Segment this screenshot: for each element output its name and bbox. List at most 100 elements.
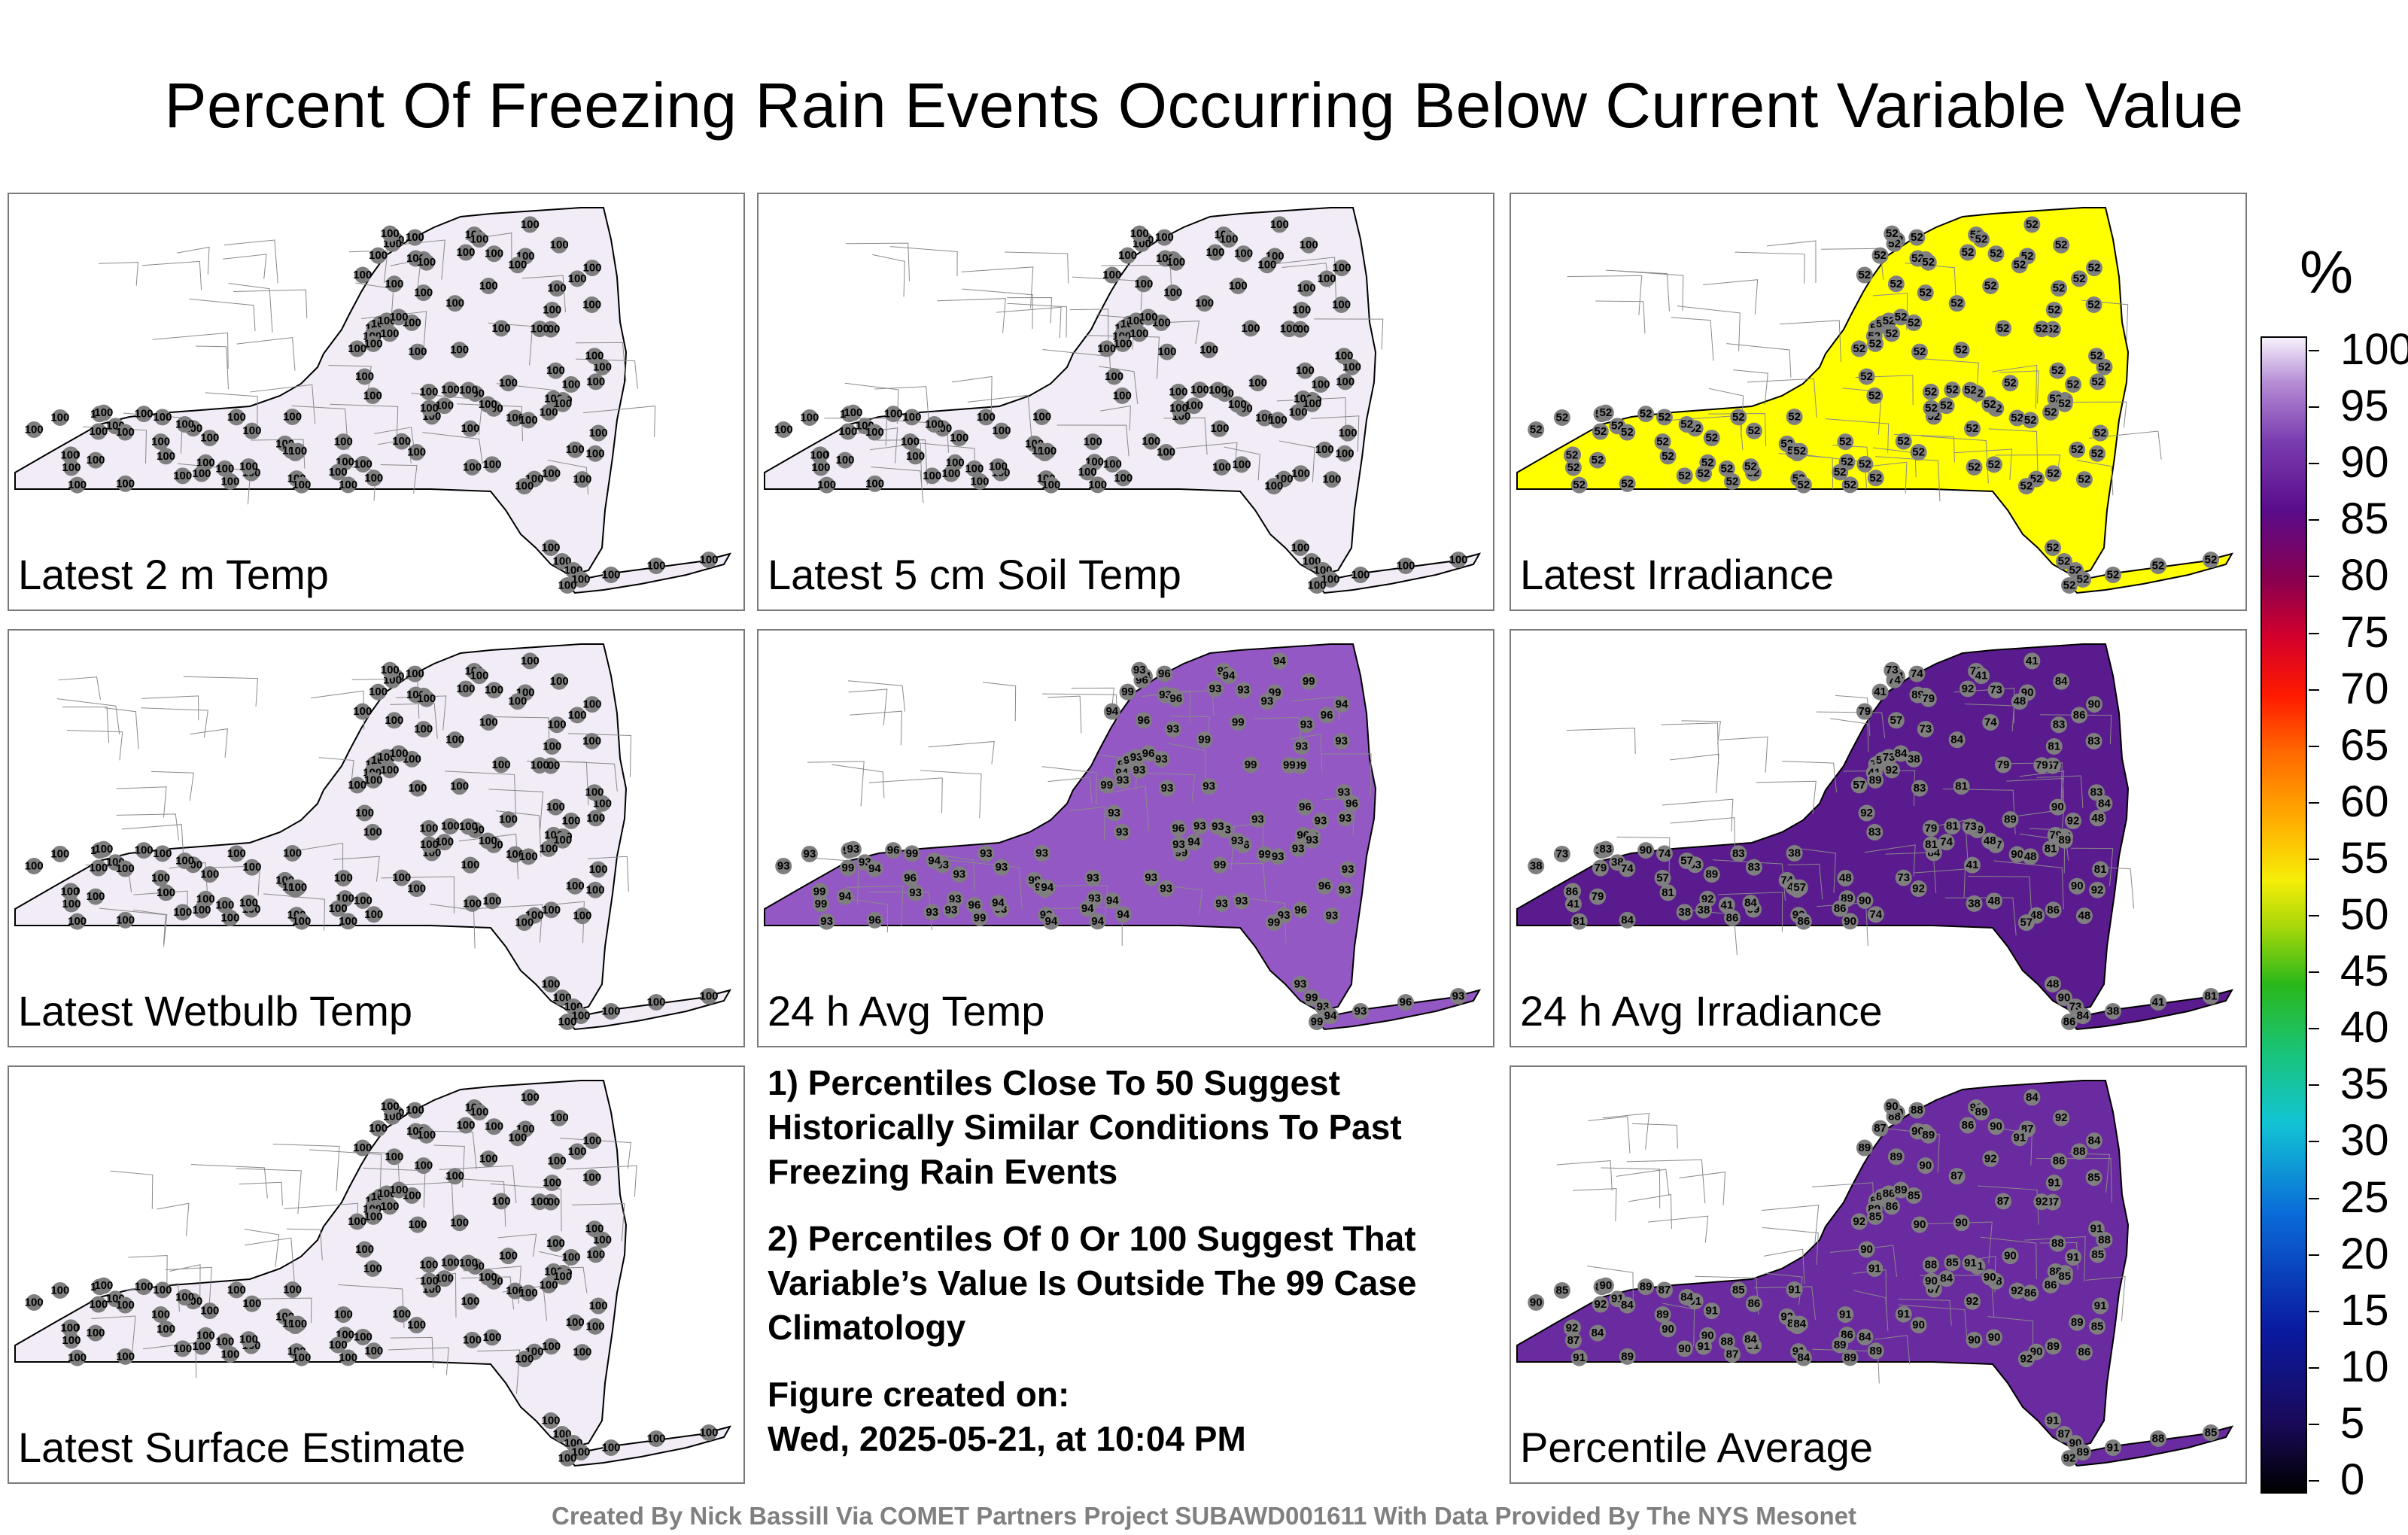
station-value: 92	[1966, 1295, 1979, 1308]
station-value: 52	[1975, 233, 1988, 246]
station-marker: 94	[1220, 667, 1237, 685]
station-value: 81	[2045, 842, 2057, 855]
station-marker: 100	[227, 1281, 246, 1299]
station-value: 52	[1844, 479, 1856, 491]
station-marker: 96	[1318, 707, 1336, 724]
station-marker: 100	[586, 881, 605, 898]
station-value: 100	[499, 1250, 518, 1263]
station-marker: 100	[942, 465, 961, 482]
station-marker: 100	[239, 1331, 258, 1348]
station-marker: 100	[89, 423, 108, 440]
station-marker: 94	[1042, 913, 1060, 930]
station-value: 83	[1732, 847, 1745, 860]
station-marker: 100	[363, 823, 382, 840]
station-value: 100	[193, 904, 211, 916]
station-value: 100	[836, 454, 855, 467]
station-value: 52	[1988, 458, 2001, 471]
station-value: 38	[1968, 897, 1981, 910]
station-value: 92	[1566, 1322, 1579, 1335]
station-marker: 100	[508, 257, 527, 274]
station-marker: 100	[561, 812, 581, 829]
colorbar-tick-label: 95	[2340, 381, 2389, 431]
station-value: 96	[1321, 709, 1333, 722]
station-marker: 92	[2061, 1450, 2078, 1467]
station-marker: 100	[552, 989, 572, 1006]
station-value: 100	[699, 554, 718, 567]
station-marker: 100	[884, 406, 903, 423]
station-value: 86	[2024, 1287, 2037, 1299]
station-marker: 100	[60, 883, 79, 901]
station-marker: 52	[1841, 476, 1859, 494]
station-marker: 100	[1229, 277, 1248, 294]
station-marker: 100	[1334, 348, 1354, 365]
station-value: 52	[2094, 427, 2107, 439]
station-marker: 99	[971, 909, 988, 926]
station-marker: 100	[369, 683, 388, 701]
colorbar-tick	[2309, 745, 2319, 747]
station-value: 100	[1195, 297, 1214, 310]
state-map: 5252525252525252525252525252525252525252…	[1516, 207, 2234, 594]
colorbar-tick-label: 90	[2340, 438, 2389, 488]
station-value: 73	[1883, 751, 1896, 764]
station-marker: 100	[288, 1315, 307, 1333]
colorbar-tick-label: 75	[2340, 607, 2389, 657]
station-value: 73	[1886, 664, 1899, 676]
station-value: 90	[1860, 1243, 1873, 1256]
station-marker: 100	[348, 777, 366, 794]
station-marker: 100	[456, 244, 476, 261]
station-value: 100	[586, 1320, 605, 1333]
station-value: 100	[482, 895, 501, 907]
station-value: 100	[1339, 427, 1358, 439]
station-value: 100	[407, 446, 426, 459]
station-marker: 38	[1528, 858, 1545, 875]
station-marker: 94	[1322, 1008, 1339, 1024]
station-marker: 100	[390, 309, 409, 326]
station-marker: 52	[1655, 409, 1673, 426]
station-value: 100	[1228, 398, 1247, 411]
station-value: 100	[60, 449, 79, 462]
station-marker: 52	[1905, 314, 1923, 331]
station-marker: 100	[541, 540, 561, 556]
station-value: 100	[540, 406, 558, 418]
station-value: 52	[2004, 377, 2017, 390]
station-value: 100	[369, 249, 388, 262]
station-value: 100	[499, 813, 518, 826]
station-marker: 100	[1041, 476, 1060, 494]
station-marker: 100	[506, 1282, 524, 1299]
station-value: 100	[283, 1283, 302, 1296]
station-value: 84	[1680, 1290, 1693, 1303]
station-marker: 100	[283, 408, 302, 425]
station-value: 52	[1859, 457, 1871, 470]
station-marker: 100	[989, 458, 1008, 476]
station-marker: 86	[2042, 1276, 2060, 1293]
station-marker: 100	[463, 458, 482, 476]
station-marker: 88	[2049, 1235, 2066, 1252]
station-value: 52	[1592, 454, 1604, 467]
station-marker: 52	[1856, 266, 1873, 284]
station-value: 100	[381, 227, 400, 240]
station-marker: 52	[1695, 465, 1713, 482]
station-marker: 52	[1592, 423, 1609, 440]
station-value: 74	[1869, 908, 1882, 921]
station-marker: 100	[419, 383, 438, 400]
station-marker: 84	[1619, 911, 1636, 929]
station-value: 100	[506, 848, 524, 861]
station-value: 52	[1925, 385, 1938, 398]
station-value: 100	[25, 424, 44, 436]
station-marker: 100	[363, 387, 382, 404]
station-value: 89	[1895, 1184, 1908, 1196]
station-marker: 100	[479, 277, 498, 294]
station-value: 52	[1908, 316, 1920, 329]
station-value: 100	[441, 820, 460, 833]
station-value: 100	[407, 883, 426, 895]
station-marker: 100	[1248, 375, 1267, 392]
colorbar-tick-label: 35	[2340, 1059, 2389, 1109]
station-value: 100	[558, 579, 576, 592]
station-marker: 52	[2150, 558, 2166, 574]
station-marker: 100	[1210, 420, 1230, 437]
station-value: 52	[1895, 311, 1908, 324]
station-value: 100	[901, 435, 920, 448]
station-marker: 100	[68, 476, 87, 494]
station-marker: 79	[1589, 888, 1607, 905]
station-marker: 100	[541, 976, 561, 992]
